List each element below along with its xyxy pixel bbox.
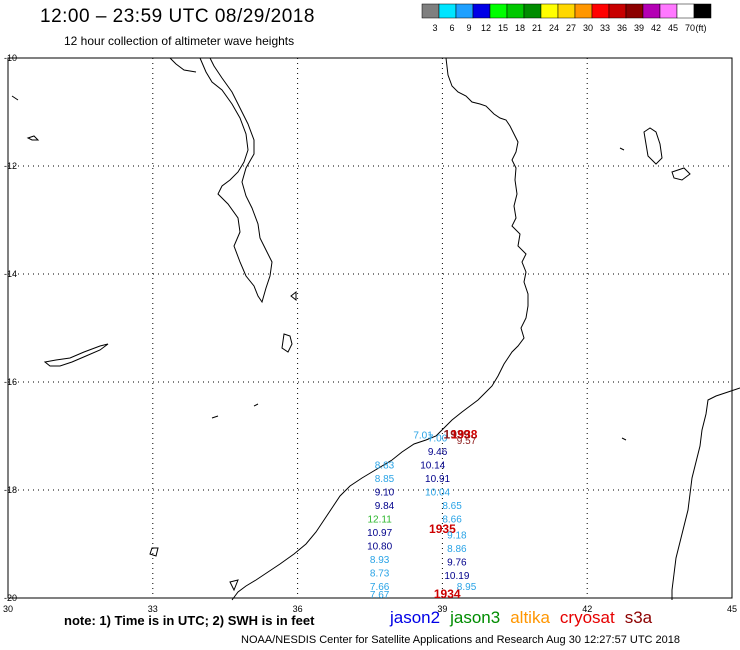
color-scale-legend: 3 6 9 12 15 18 21 24 27 30 33 36 39 42 45 70 (ft) [421,3,712,33]
legend-label: 33 [600,23,610,33]
latitude-label: -12 [4,161,17,171]
longitude-label: 33 [148,604,158,614]
longitude-label: 45 [727,604,737,614]
wave-height-value: 10.19 [444,571,469,582]
longitude-label: 42 [582,604,592,614]
longitude-label: 30 [3,604,13,614]
satellite-legend-cryosat: cryosat [559,608,615,627]
legend-label: 12 [481,23,491,33]
coastline [11,57,740,601]
wave-height-value: 9.76 [447,558,467,569]
legend-label: 36 [617,23,627,33]
footer-credit: NOAA/NESDIS Center for Satellite Applica… [241,634,681,646]
legend-label: 9 [466,23,471,33]
legend-unit: (ft) [696,23,707,33]
wave-height-value: 9.18 [447,531,467,542]
wave-height-value: 9.57 [457,436,477,447]
map-frame [7,57,733,599]
latitude-label: -16 [4,377,17,387]
satellite-legend-jason3: jason3 [450,608,501,627]
note-text: note: 1) Time is in UTC; 2) SWH is in fe… [64,613,315,628]
legend-label: 42 [651,23,661,33]
longitude-label: 36 [293,604,303,614]
legend-label: 3 [432,23,437,33]
latitude-label: -20 [4,593,17,603]
wave-height-value: 8.93 [370,555,390,566]
wave-height-value: 10.91 [425,474,450,485]
legend-label: 30 [583,23,593,33]
legend-label: 39 [634,23,644,33]
wave-height-value: 7.67 [370,590,390,601]
pass-time-label: 1935 [429,522,456,536]
wave-height-value: 8.73 [370,568,390,579]
wave-height-value: 9.10 [375,487,395,498]
wave-height-value: 8.83 [375,460,395,471]
legend-label: 21 [532,23,542,33]
legend-label: 70 [685,23,695,33]
wave-height-value: 12.11 [368,514,393,525]
wave-height-value: 10.14 [420,460,445,471]
latitude-label: -10 [4,53,17,63]
wave-height-value: 8.65 [442,501,462,512]
satellite-legend-s3a: s3a [624,608,653,627]
wave-height-value: 8.66 [442,514,462,525]
latitude-label: -14 [4,269,17,279]
wave-height-value: 7.01 [413,431,433,442]
wave-height-value: 8.95 [457,582,477,593]
satellite-legend-altika: altika [510,608,550,627]
wave-height-value: 8.86 [447,544,467,555]
satellite-legend: jason2 jason3 altika cryosat s3a [390,608,662,628]
wave-height-value: 10.80 [367,541,392,552]
legend-label: 18 [515,23,525,33]
pass-time-label: 1934 [434,587,461,601]
wave-height-value: 10.04 [425,487,450,498]
map-subtitle: 12 hour collection of altimeter wave hei… [64,34,295,48]
map-title: 12:00 – 23:59 UTC 08/29/2018 [40,6,315,27]
satellite-legend-jason2: jason2 [390,608,441,627]
wave-height-value: 8.85 [375,474,395,485]
wave-height-value: 9.46 [428,447,448,458]
legend-label: 27 [566,23,576,33]
wave-height-value: 7.00 [428,433,448,444]
wave-height-value: 7.66 [370,582,390,593]
wave-height-value: 9.84 [375,501,395,512]
pass-time-label: 1939 [444,428,471,442]
legend-label: 6 [449,23,454,33]
legend-label: 15 [498,23,508,33]
wave-height-value: 10.97 [367,528,392,539]
legend-label: 24 [549,23,559,33]
longitude-label: 39 [437,604,447,614]
legend-label: 45 [668,23,678,33]
legend-swatch [693,3,712,19]
pass-time-label: 1938 [451,428,478,442]
latitude-label: -18 [4,485,17,495]
